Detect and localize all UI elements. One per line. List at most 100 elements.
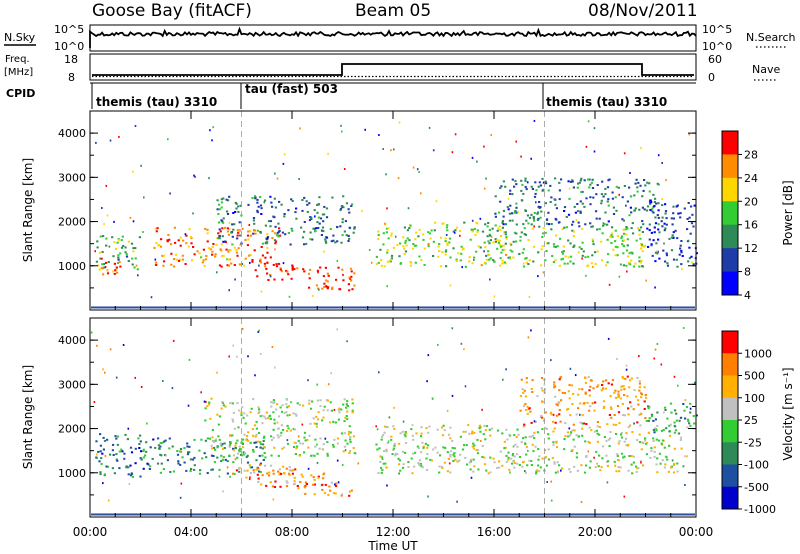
- range-cell: [210, 454, 214, 457]
- range-cell: [205, 255, 208, 257]
- range-cell: [379, 248, 382, 251]
- range-cell: [489, 471, 492, 474]
- range-cell: [286, 430, 289, 432]
- range-cell: [194, 175, 196, 178]
- range-cell: [601, 180, 604, 183]
- range-cell: [541, 417, 544, 419]
- range-cell: [168, 437, 171, 440]
- range-cell: [308, 286, 311, 289]
- range-cell: [682, 403, 685, 405]
- range-cell: [497, 241, 500, 244]
- range-cell: [560, 178, 563, 181]
- range-cell: [552, 430, 555, 433]
- range-cell: [511, 219, 514, 222]
- range-cell: [138, 443, 141, 445]
- range-cell: [257, 477, 260, 480]
- range-cell: [691, 261, 693, 264]
- range-cell: [206, 405, 209, 408]
- range-cell: [530, 157, 532, 160]
- range-cell: [323, 472, 326, 475]
- range-cell: [612, 206, 615, 209]
- range-cell: [238, 445, 241, 448]
- range-cell: [216, 371, 218, 374]
- range-cell: [587, 376, 590, 379]
- range-cell: [695, 414, 698, 417]
- range-cell: [256, 201, 259, 204]
- range-cell: [654, 348, 657, 351]
- range-cell: [258, 470, 261, 473]
- range-cell: [471, 230, 474, 233]
- range-cell: [99, 471, 102, 474]
- range-cell: [437, 343, 439, 346]
- range-cell: [382, 434, 385, 437]
- range-cell: [236, 237, 239, 240]
- range-cell: [236, 234, 239, 237]
- range-cell: [257, 330, 260, 333]
- range-cell: [544, 456, 547, 459]
- range-cell: [193, 464, 196, 467]
- range-cell: [209, 248, 212, 251]
- range-cell: [666, 417, 669, 420]
- range-cell: [99, 433, 102, 436]
- range-cell: [330, 409, 333, 412]
- range-cell: [537, 185, 540, 188]
- range-cell: [390, 234, 393, 237]
- range-cell: [124, 246, 127, 249]
- range-cell: [670, 249, 674, 252]
- range-cell: [610, 383, 613, 386]
- range-cell: [191, 458, 195, 461]
- range-cell: [414, 451, 417, 454]
- range-cell: [590, 225, 593, 228]
- range-cell: [223, 447, 226, 449]
- range-cell: [172, 470, 175, 473]
- range-cell: [306, 439, 309, 441]
- range-cell: [314, 438, 317, 441]
- range-cell: [650, 415, 654, 418]
- range-cell: [609, 235, 612, 238]
- range-cell: [661, 225, 664, 228]
- range-cell: [221, 255, 223, 257]
- range-cell: [343, 230, 346, 233]
- range-cell: [273, 278, 276, 281]
- range-cell: [325, 279, 328, 282]
- range-cell: [124, 251, 127, 254]
- range-cell: [389, 260, 392, 263]
- range-cell: [241, 442, 244, 445]
- range-cell: [334, 421, 337, 424]
- range-cell: [328, 485, 331, 488]
- range-cell: [96, 344, 98, 347]
- range-cell: [532, 217, 535, 220]
- range-cell: [545, 222, 549, 225]
- range-cell: [285, 398, 288, 401]
- range-cell: [280, 472, 283, 475]
- range-cell: [376, 428, 379, 431]
- range-cell: [443, 461, 446, 464]
- range-cell: [638, 389, 641, 392]
- range-cell: [315, 425, 318, 428]
- range-cell: [692, 225, 695, 228]
- range-cell: [622, 456, 625, 459]
- range-cell: [509, 257, 512, 260]
- range-cell: [95, 440, 98, 443]
- range-cell: [240, 454, 244, 457]
- range-cell: [648, 182, 651, 185]
- range-cell: [483, 261, 486, 264]
- range-cell: [434, 446, 437, 449]
- range-cell: [276, 231, 279, 234]
- range-cell: [249, 234, 252, 237]
- range-cell: [438, 250, 441, 253]
- nsky-tick-high: 10^5: [54, 23, 84, 36]
- range-cell: [551, 456, 554, 459]
- range-cell: [390, 232, 393, 235]
- range-cell: [103, 223, 105, 226]
- range-cell: [239, 244, 242, 247]
- range-cell: [397, 463, 401, 466]
- range-cell: [524, 185, 527, 188]
- range-cell: [357, 462, 360, 465]
- range-cell: [623, 495, 626, 498]
- range-cell: [350, 279, 353, 282]
- range-cell: [622, 244, 625, 247]
- range-cell: [420, 465, 423, 468]
- range-cell: [692, 263, 695, 266]
- range-cell: [301, 199, 304, 201]
